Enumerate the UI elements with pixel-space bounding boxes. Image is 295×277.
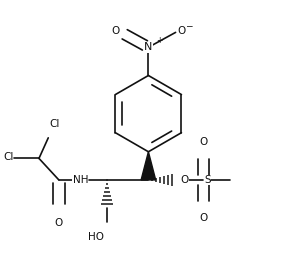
- Text: O: O: [180, 175, 189, 185]
- Text: O: O: [200, 137, 208, 147]
- Polygon shape: [141, 152, 156, 180]
- Text: Cl: Cl: [3, 152, 14, 162]
- Text: +: +: [156, 36, 162, 45]
- Text: NH: NH: [73, 175, 88, 185]
- Text: Cl: Cl: [49, 119, 59, 129]
- Text: O: O: [178, 26, 186, 36]
- Text: O: O: [55, 218, 63, 228]
- Text: N: N: [144, 42, 153, 52]
- Text: S: S: [204, 175, 211, 185]
- Text: HO: HO: [88, 232, 104, 242]
- Text: O: O: [111, 26, 119, 36]
- Text: O: O: [200, 213, 208, 223]
- Text: −: −: [185, 21, 193, 30]
